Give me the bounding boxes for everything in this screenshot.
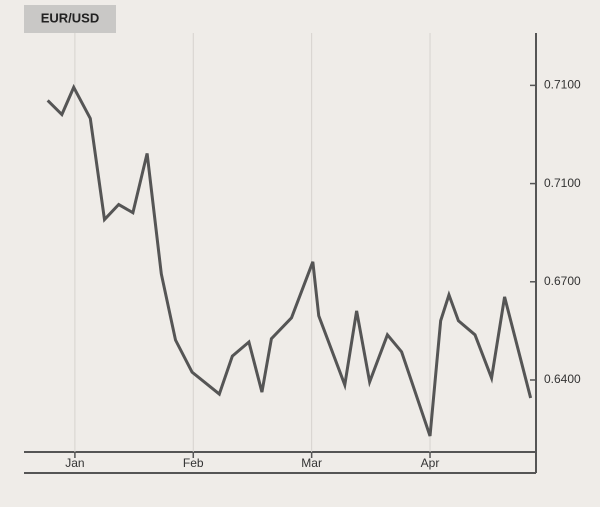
title-box [24,5,116,33]
chart-title: EUR/USD [41,10,100,25]
x-tick-label: Jan [65,456,84,470]
x-tick-label: Feb [183,456,204,470]
y-tick-label: 0.6400 [544,372,581,386]
price-line [46,83,533,437]
y-tick-label: 0.6700 [544,274,581,288]
y-tick-label: 0.7100 [544,78,581,92]
y-tick-label: 0.7100 [544,176,581,190]
x-tick-label: Mar [301,456,322,470]
x-tick-label: Apr [421,456,440,470]
